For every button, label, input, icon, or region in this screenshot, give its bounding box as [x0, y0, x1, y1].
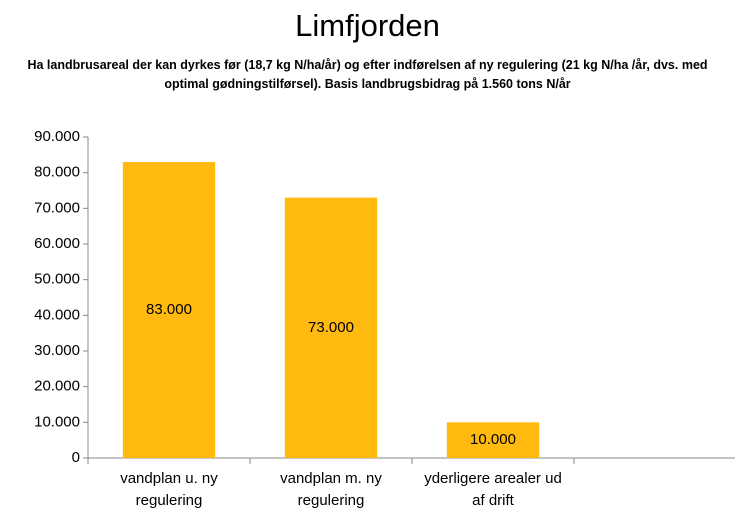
x-tick-label: vandplan m. ny regulering	[280, 470, 382, 509]
y-tick-label: 60.000	[34, 235, 80, 252]
y-tick-label: 20.000	[34, 378, 80, 395]
bar	[284, 197, 378, 458]
bar	[446, 422, 540, 458]
y-tick-label: 50.000	[34, 271, 80, 288]
x-tick-label: yderligere arealer ud af drift	[424, 470, 562, 509]
chart-subtitle: Ha landbrusareal der kan dyrkes før (18,…	[27, 58, 708, 91]
data-label: 10.000	[470, 431, 516, 448]
y-tick-label: 40.000	[34, 306, 80, 323]
x-tick-label: vandplan u. ny regulering	[120, 470, 218, 509]
y-tick-label: 70.000	[34, 199, 80, 216]
y-tick-label: 80.000	[34, 164, 80, 181]
y-tick-label: 30.000	[34, 342, 80, 359]
chart-title: Limfjorden	[295, 8, 440, 43]
bar	[122, 161, 216, 458]
y-tick-label: 0	[72, 449, 80, 466]
data-label: 83.000	[146, 301, 192, 318]
y-tick-label: 10.000	[34, 413, 80, 430]
y-tick-label: 90.000	[34, 128, 80, 145]
data-label: 73.000	[308, 319, 354, 336]
